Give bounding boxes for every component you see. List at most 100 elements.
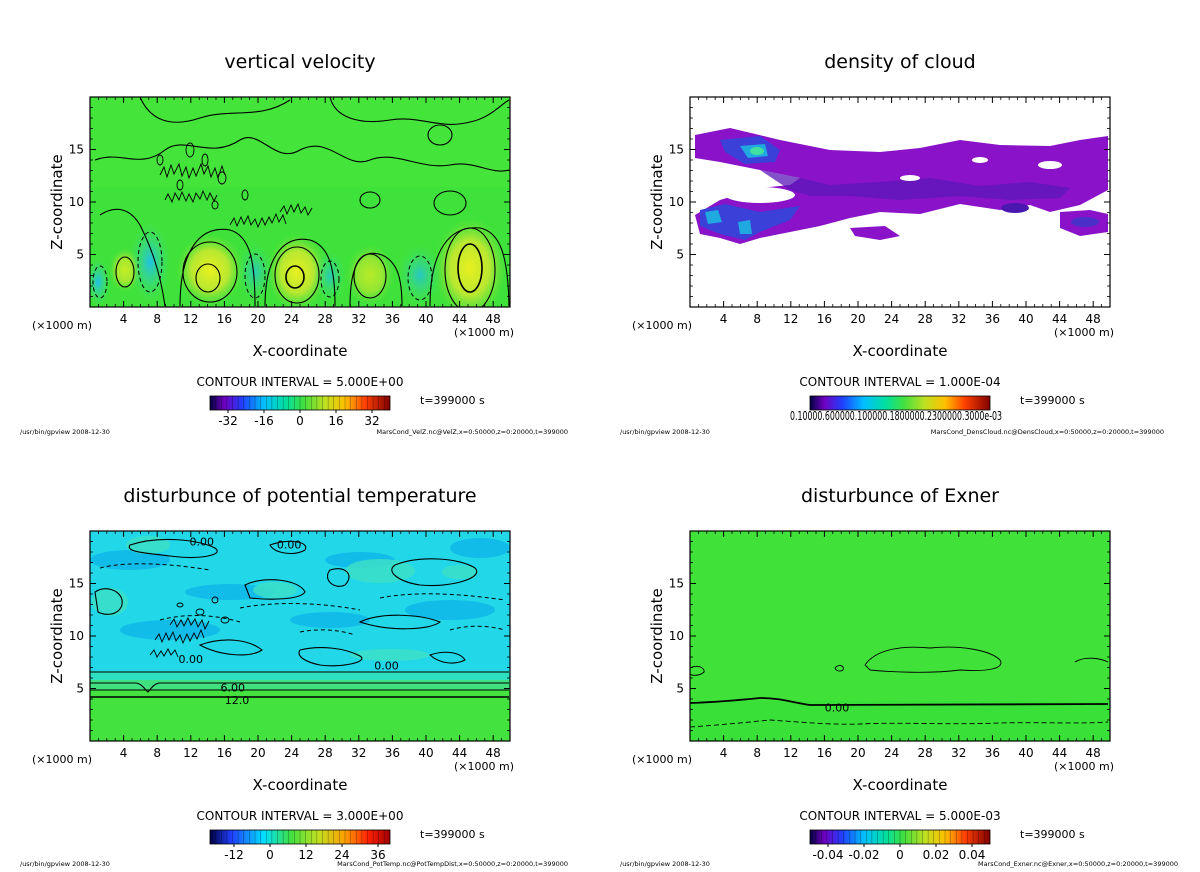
chart-title: disturbunce of potential temperature xyxy=(123,485,476,507)
lower-warm-region xyxy=(90,690,510,741)
panel-potential-temperature: disturbunce of potential temperature xyxy=(20,485,568,868)
temperature-turbulent-contours xyxy=(149,596,230,658)
colorbar-ticks: -0.04 -0.02 0 0.02 0.04 xyxy=(812,830,985,862)
velocity-turbulent-contours xyxy=(156,142,313,229)
x-axis-label: X-coordinate xyxy=(853,776,948,794)
x-unit-left: (×1000 m) xyxy=(32,753,92,766)
footer-right: MarsCond_DensCloud.nc@DensCloud,x=0:5000… xyxy=(931,428,1164,436)
x-tick-label: 16 xyxy=(217,746,232,760)
time-stamp: t=399000 s xyxy=(1020,394,1085,407)
x-tick-label: 12 xyxy=(183,746,198,760)
x-tick-label: 28 xyxy=(918,312,933,326)
field-upper-band xyxy=(90,97,510,187)
x-tick-label: 32 xyxy=(951,746,966,760)
colorbar-ticks: -32 -16 0 16 32 xyxy=(215,396,385,428)
x-tick-label: 8 xyxy=(153,312,161,326)
x-tick-label: 4 xyxy=(120,746,128,760)
x-tick-label: 48 xyxy=(486,312,501,326)
x-axis-ticks: 4 8 12 16 20 24 28 32 36 40 44 48 xyxy=(98,531,503,760)
colorbar-tick-label: 0 xyxy=(266,848,274,862)
x-unit-left: (×1000 m) xyxy=(632,319,692,332)
x-tick-label: 32 xyxy=(951,312,966,326)
downdraft-blob xyxy=(130,222,170,302)
y-tick-label: 15 xyxy=(669,143,684,157)
x-tick-label: 16 xyxy=(817,746,832,760)
contour-labels: 0.00 xyxy=(825,701,850,714)
x-axis-ticks: 4 8 12 16 20 24 28 32 36 40 44 48 xyxy=(698,531,1102,760)
x-tick-label: 12 xyxy=(783,312,798,326)
y-axis-label: Z-coordinate xyxy=(648,588,666,683)
x-axis-ticks: 4 8 12 16 20 24 28 32 36 40 44 48 xyxy=(698,97,1102,326)
contour-label: 0.00 xyxy=(374,659,399,672)
x-unit-right: (×1000 m) xyxy=(454,326,514,339)
cloud-core xyxy=(738,220,752,234)
y-axis-ticks: 5 10 15 xyxy=(69,541,510,731)
y-axis-label: Z-coordinate xyxy=(48,154,66,249)
y-axis-ticks: 5 10 15 xyxy=(69,107,510,297)
x-tick-label: 20 xyxy=(250,312,265,326)
y-tick-label: 5 xyxy=(76,248,84,262)
temperature-dashed-contours xyxy=(99,563,506,636)
x-tick-label: 24 xyxy=(284,746,299,760)
y-axis-ticks: 5 10 15 xyxy=(669,107,1110,297)
colorbar-tick-label: 0 xyxy=(296,414,304,428)
field-upper-band xyxy=(690,531,1110,701)
colorbar-tick-label: 32 xyxy=(364,414,379,428)
colorbar-tick-label: -32 xyxy=(218,414,238,428)
x-axis-ticks: 4 8 12 16 20 24 28 32 36 40 44 48 xyxy=(98,97,503,326)
colorbar-tick-label: -0.04 xyxy=(812,848,843,862)
y-tick-label: 10 xyxy=(69,629,84,643)
x-tick-label: 12 xyxy=(183,312,198,326)
x-tick-label: 8 xyxy=(753,746,761,760)
x-tick-label: 44 xyxy=(1052,746,1067,760)
x-axis-label: X-coordinate xyxy=(253,342,348,360)
x-unit-right: (×1000 m) xyxy=(1054,326,1114,339)
chart-title: density of cloud xyxy=(824,51,976,73)
temperature-cool-patches xyxy=(90,538,510,640)
contour-interval: CONTOUR INTERVAL = 5.000E+00 xyxy=(197,375,404,389)
x-tick-label: 36 xyxy=(985,312,1000,326)
cloud-core xyxy=(750,147,764,155)
x-tick-label: 48 xyxy=(1086,312,1101,326)
cloud-core xyxy=(1071,217,1099,227)
exner-contours xyxy=(690,646,1109,706)
x-tick-label: 36 xyxy=(985,746,1000,760)
velocity-field xyxy=(90,97,510,307)
contour-label: 0.00 xyxy=(189,536,214,549)
cloud-core xyxy=(1001,203,1029,213)
panel-exner: disturbunce of Exner 0.00 4 8 12 16 20 24 28 32… xyxy=(620,485,1178,868)
footer-right: MarsCond_PotTemp.nc@PotTempDist,x=0:5000… xyxy=(337,860,568,868)
cloud-mass xyxy=(850,226,900,240)
x-tick-label: 44 xyxy=(452,746,467,760)
x-tick-label: 40 xyxy=(418,312,433,326)
x-axis-label: X-coordinate xyxy=(253,776,348,794)
colorbar xyxy=(809,395,991,411)
velocity-contours xyxy=(94,97,510,307)
x-tick-label: 20 xyxy=(850,312,865,326)
colorbar-tick-labels: 0.10000.600000.100000.1800000.2300000.30… xyxy=(790,409,1002,423)
y-tick-label: 10 xyxy=(669,629,684,643)
x-tick-label: 32 xyxy=(351,312,366,326)
colorbar-tick-label: -16 xyxy=(254,414,274,428)
y-tick-label: 15 xyxy=(69,143,84,157)
x-tick-label: 28 xyxy=(918,746,933,760)
x-tick-label: 40 xyxy=(1018,746,1033,760)
x-tick-label: 36 xyxy=(385,312,400,326)
panel-density-of-cloud: density of cloud 4 8 12 16 20 24 28 32 36 40 44 48 xyxy=(620,51,1164,436)
time-stamp: t=399000 s xyxy=(420,394,485,407)
y-tick-label: 10 xyxy=(69,195,84,209)
x-tick-label: 12 xyxy=(783,746,798,760)
updraft-blob xyxy=(176,234,244,306)
x-tick-label: 44 xyxy=(1052,312,1067,326)
x-tick-label: 40 xyxy=(418,746,433,760)
x-tick-label: 16 xyxy=(817,312,832,326)
temperature-warm-patches xyxy=(92,536,478,661)
time-stamp: t=399000 s xyxy=(420,828,485,841)
y-tick-label: 5 xyxy=(676,248,684,262)
time-stamp: t=399000 s xyxy=(1020,828,1085,841)
cloud-holes xyxy=(725,157,1062,203)
velocity-dashed-contours xyxy=(92,231,433,301)
